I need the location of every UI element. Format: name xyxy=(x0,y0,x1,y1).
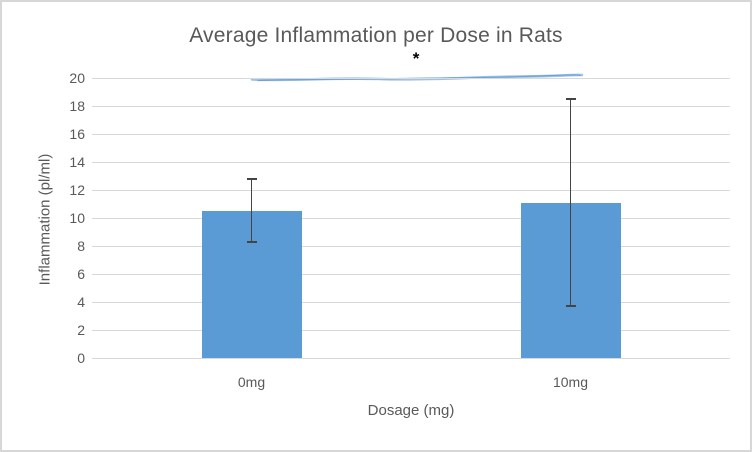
y-tick-label: 18 xyxy=(69,98,85,114)
y-tick-label: 20 xyxy=(69,70,85,86)
gridline xyxy=(92,329,730,331)
y-tick-label: 16 xyxy=(69,126,85,142)
error-bar-cap xyxy=(246,178,257,180)
gridline xyxy=(92,161,730,163)
x-tick-label: 10mg xyxy=(552,374,589,390)
gridline xyxy=(92,189,730,191)
y-tick-label: 6 xyxy=(77,266,85,282)
error-bar-line xyxy=(250,178,253,242)
gridline xyxy=(92,245,730,247)
gridline xyxy=(92,273,730,275)
error-bar-cap xyxy=(246,241,257,243)
chart-title: Average Inflammation per Dose in Rats xyxy=(189,24,563,47)
y-tick-label: 2 xyxy=(77,322,85,338)
error-bar-line xyxy=(569,99,572,307)
gridline xyxy=(92,105,730,107)
gridline xyxy=(92,301,730,303)
y-tick-label: 12 xyxy=(69,182,85,198)
y-tick-label: 0 xyxy=(77,350,85,366)
error-bar-cap xyxy=(565,98,576,100)
y-tick-label: 8 xyxy=(77,238,85,254)
y-tick-label: 14 xyxy=(69,154,85,170)
gridline xyxy=(92,217,730,219)
x-tick-label: 0mg xyxy=(237,374,266,390)
gridline xyxy=(92,357,730,359)
significance-asterisk: * xyxy=(412,49,420,68)
gridline xyxy=(92,133,730,135)
x-axis-title: Dosage (mg) xyxy=(367,402,455,419)
gridline xyxy=(92,77,730,79)
y-tick-label: 10 xyxy=(69,210,85,226)
y-tick-label: 4 xyxy=(77,294,85,310)
error-bar-cap xyxy=(565,305,576,307)
